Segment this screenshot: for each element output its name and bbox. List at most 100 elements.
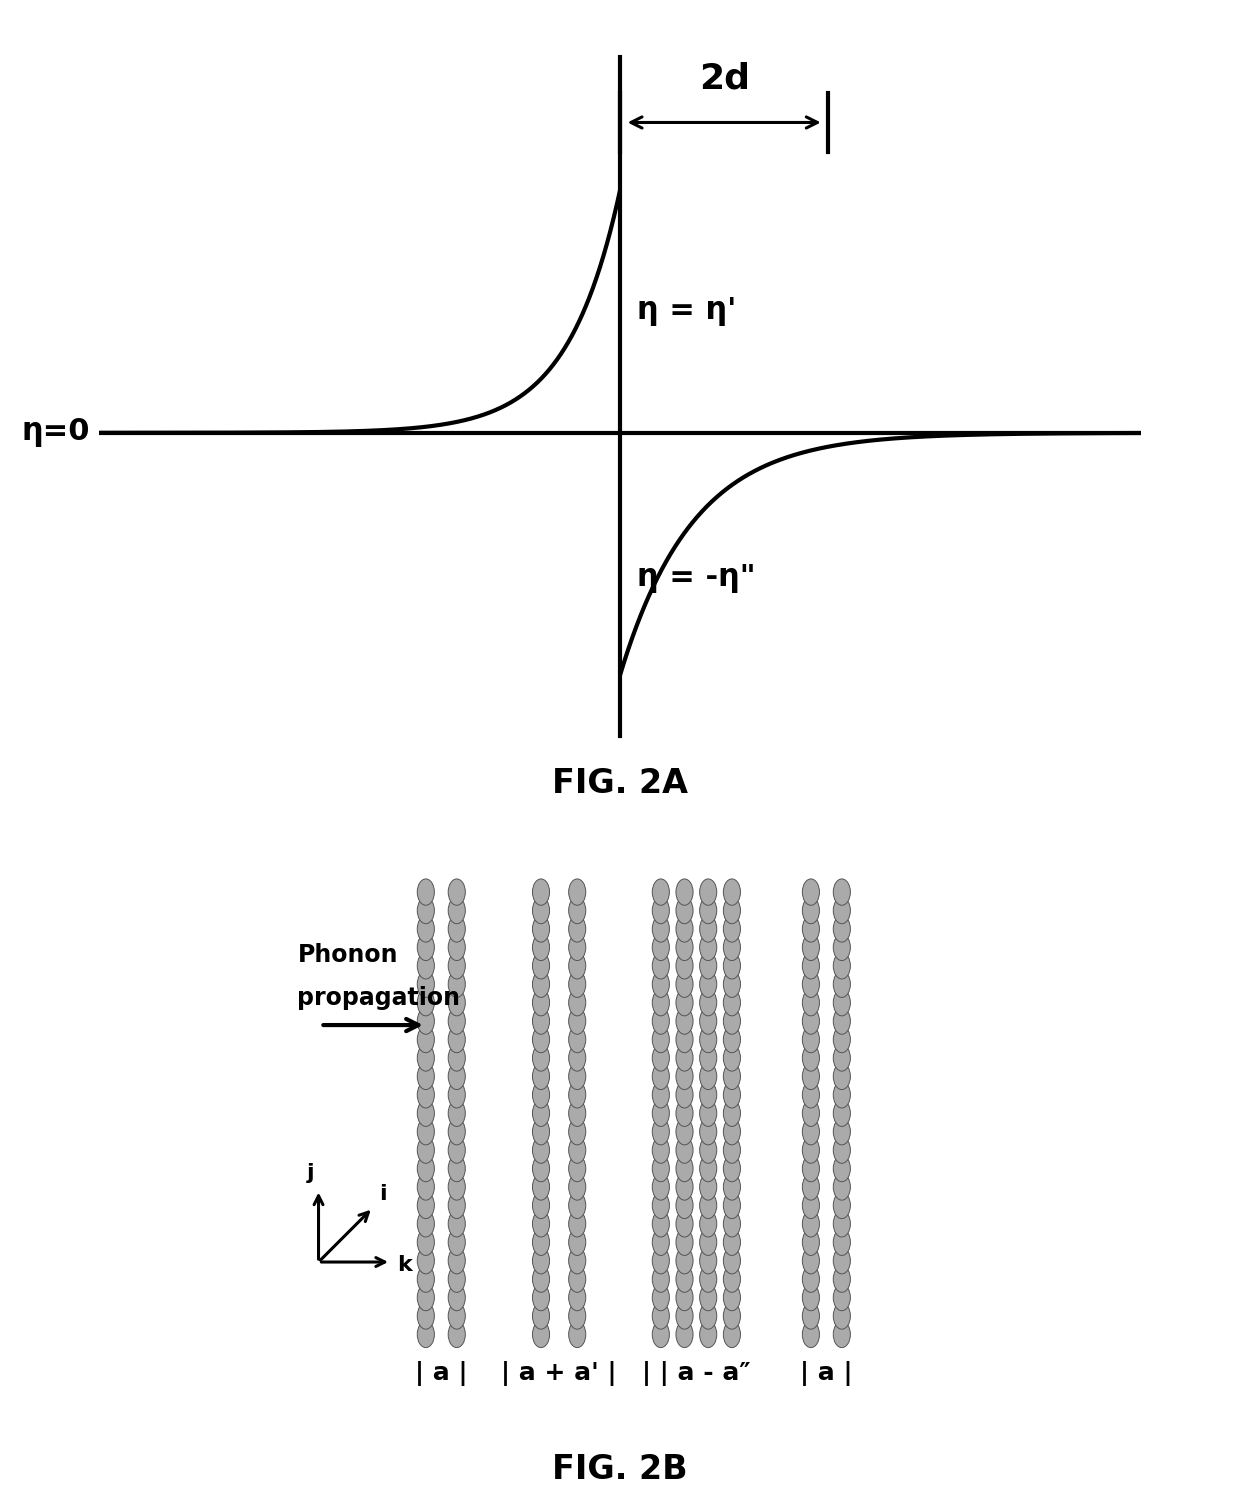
Ellipse shape bbox=[723, 880, 740, 905]
Ellipse shape bbox=[652, 1137, 670, 1164]
Ellipse shape bbox=[699, 1210, 717, 1237]
Text: 2d: 2d bbox=[698, 61, 750, 96]
Ellipse shape bbox=[448, 1266, 465, 1293]
Ellipse shape bbox=[532, 1321, 549, 1348]
Ellipse shape bbox=[448, 989, 465, 1016]
Ellipse shape bbox=[652, 1192, 670, 1219]
Ellipse shape bbox=[448, 1192, 465, 1219]
Ellipse shape bbox=[532, 1248, 549, 1275]
Ellipse shape bbox=[802, 1026, 820, 1053]
Ellipse shape bbox=[723, 934, 740, 960]
Ellipse shape bbox=[448, 1155, 465, 1182]
Text: i: i bbox=[379, 1185, 387, 1204]
Ellipse shape bbox=[652, 1044, 670, 1071]
Ellipse shape bbox=[833, 1303, 851, 1328]
Ellipse shape bbox=[699, 1119, 717, 1144]
Ellipse shape bbox=[802, 1064, 820, 1089]
Text: propagation: propagation bbox=[298, 986, 460, 1010]
Text: FIG. 2B: FIG. 2B bbox=[552, 1453, 688, 1486]
Ellipse shape bbox=[569, 1026, 585, 1053]
Ellipse shape bbox=[448, 898, 465, 923]
Ellipse shape bbox=[676, 880, 693, 905]
Ellipse shape bbox=[802, 1248, 820, 1275]
Ellipse shape bbox=[676, 1230, 693, 1255]
Ellipse shape bbox=[532, 1230, 549, 1255]
Ellipse shape bbox=[699, 1155, 717, 1182]
Text: k: k bbox=[398, 1255, 412, 1275]
Ellipse shape bbox=[723, 1285, 740, 1310]
Ellipse shape bbox=[652, 1321, 670, 1348]
Ellipse shape bbox=[448, 1210, 465, 1237]
Ellipse shape bbox=[569, 1008, 585, 1034]
Ellipse shape bbox=[699, 934, 717, 960]
Ellipse shape bbox=[699, 1026, 717, 1053]
Ellipse shape bbox=[448, 971, 465, 998]
Ellipse shape bbox=[418, 1119, 434, 1144]
Ellipse shape bbox=[652, 1303, 670, 1328]
Ellipse shape bbox=[833, 1026, 851, 1053]
Ellipse shape bbox=[699, 1174, 717, 1200]
Ellipse shape bbox=[699, 880, 717, 905]
Ellipse shape bbox=[652, 953, 670, 978]
Ellipse shape bbox=[532, 1044, 549, 1071]
Ellipse shape bbox=[676, 1303, 693, 1328]
Ellipse shape bbox=[723, 1044, 740, 1071]
Ellipse shape bbox=[802, 953, 820, 978]
Ellipse shape bbox=[652, 989, 670, 1016]
Ellipse shape bbox=[723, 1210, 740, 1237]
Ellipse shape bbox=[802, 1174, 820, 1200]
Ellipse shape bbox=[833, 1230, 851, 1255]
Ellipse shape bbox=[448, 1044, 465, 1071]
Ellipse shape bbox=[723, 1100, 740, 1126]
Ellipse shape bbox=[569, 1192, 585, 1219]
Ellipse shape bbox=[448, 1248, 465, 1275]
Ellipse shape bbox=[833, 1082, 851, 1109]
Ellipse shape bbox=[532, 1210, 549, 1237]
Ellipse shape bbox=[418, 1100, 434, 1126]
Ellipse shape bbox=[723, 898, 740, 923]
Ellipse shape bbox=[448, 1137, 465, 1164]
Ellipse shape bbox=[802, 1155, 820, 1182]
Ellipse shape bbox=[569, 1100, 585, 1126]
Ellipse shape bbox=[802, 1119, 820, 1144]
Ellipse shape bbox=[569, 1210, 585, 1237]
Ellipse shape bbox=[833, 1100, 851, 1126]
Ellipse shape bbox=[699, 989, 717, 1016]
Ellipse shape bbox=[652, 1100, 670, 1126]
Ellipse shape bbox=[676, 1044, 693, 1071]
Ellipse shape bbox=[802, 971, 820, 998]
Ellipse shape bbox=[802, 1321, 820, 1348]
Ellipse shape bbox=[532, 1119, 549, 1144]
Ellipse shape bbox=[723, 1230, 740, 1255]
Ellipse shape bbox=[569, 989, 585, 1016]
Ellipse shape bbox=[802, 1303, 820, 1328]
Ellipse shape bbox=[723, 1137, 740, 1164]
Ellipse shape bbox=[652, 898, 670, 923]
Ellipse shape bbox=[418, 880, 434, 905]
Ellipse shape bbox=[723, 989, 740, 1016]
Ellipse shape bbox=[418, 989, 434, 1016]
Text: η = -η": η = -η" bbox=[637, 564, 755, 592]
Ellipse shape bbox=[699, 916, 717, 942]
Ellipse shape bbox=[569, 1174, 585, 1200]
Text: η=0: η=0 bbox=[21, 419, 89, 447]
Ellipse shape bbox=[699, 898, 717, 923]
Ellipse shape bbox=[699, 1137, 717, 1164]
Ellipse shape bbox=[418, 1026, 434, 1053]
Ellipse shape bbox=[448, 1008, 465, 1034]
Ellipse shape bbox=[723, 916, 740, 942]
Ellipse shape bbox=[676, 1008, 693, 1034]
Ellipse shape bbox=[802, 1266, 820, 1293]
Ellipse shape bbox=[652, 1285, 670, 1310]
Ellipse shape bbox=[723, 1321, 740, 1348]
Ellipse shape bbox=[532, 1155, 549, 1182]
Ellipse shape bbox=[833, 1155, 851, 1182]
Ellipse shape bbox=[569, 1044, 585, 1071]
Ellipse shape bbox=[532, 880, 549, 905]
Text: | | a - a″: | | a - a″ bbox=[642, 1361, 750, 1387]
Ellipse shape bbox=[448, 1026, 465, 1053]
Ellipse shape bbox=[569, 1230, 585, 1255]
Ellipse shape bbox=[723, 1248, 740, 1275]
Ellipse shape bbox=[833, 1119, 851, 1144]
Ellipse shape bbox=[833, 1044, 851, 1071]
